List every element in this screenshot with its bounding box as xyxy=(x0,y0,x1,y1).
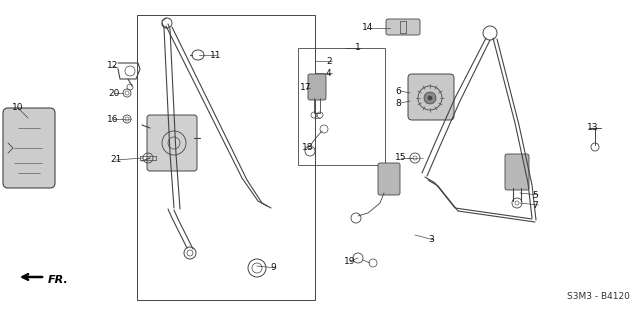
Text: 18: 18 xyxy=(302,143,314,152)
Text: 9: 9 xyxy=(270,264,276,273)
Text: 20: 20 xyxy=(108,89,120,98)
Text: 5: 5 xyxy=(532,191,538,199)
FancyBboxPatch shape xyxy=(386,19,420,35)
Text: FR.: FR. xyxy=(48,275,68,285)
Text: 15: 15 xyxy=(395,153,406,162)
Text: 2: 2 xyxy=(326,57,332,65)
Text: 6: 6 xyxy=(395,86,401,95)
FancyBboxPatch shape xyxy=(308,74,326,100)
Text: 3: 3 xyxy=(428,235,434,244)
FancyBboxPatch shape xyxy=(408,74,454,120)
Bar xyxy=(137,15,315,300)
Text: 8: 8 xyxy=(395,99,401,107)
FancyBboxPatch shape xyxy=(505,154,529,190)
FancyBboxPatch shape xyxy=(378,163,400,195)
FancyBboxPatch shape xyxy=(3,108,55,188)
Text: S3M3 - B4120: S3M3 - B4120 xyxy=(567,292,630,301)
Text: 16: 16 xyxy=(107,115,118,124)
Text: 12: 12 xyxy=(107,61,118,70)
Circle shape xyxy=(424,92,436,104)
Text: 14: 14 xyxy=(362,23,373,33)
Circle shape xyxy=(428,96,432,100)
Text: 19: 19 xyxy=(344,256,355,265)
Text: 13: 13 xyxy=(587,124,598,132)
Text: 21: 21 xyxy=(110,156,122,165)
FancyBboxPatch shape xyxy=(147,115,197,171)
Text: 4: 4 xyxy=(326,69,332,78)
Text: 10: 10 xyxy=(12,104,24,112)
Text: 1: 1 xyxy=(355,44,361,53)
Text: 7: 7 xyxy=(532,201,538,209)
Text: 11: 11 xyxy=(210,50,221,59)
Bar xyxy=(298,48,385,165)
Text: 17: 17 xyxy=(300,84,312,93)
